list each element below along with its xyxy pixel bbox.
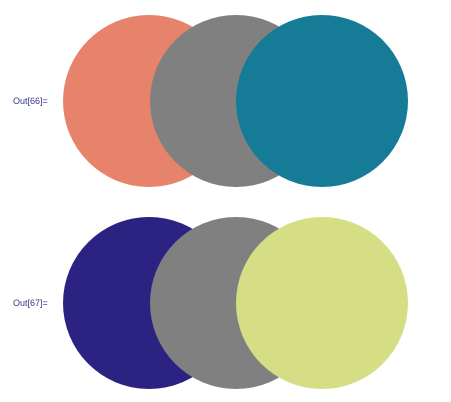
- circle-graphic: [63, 15, 408, 187]
- circle-3: [236, 217, 408, 389]
- output-label: Out[67]=: [13, 298, 48, 308]
- output-cell-66: Out[66]=: [0, 10, 451, 200]
- circle-3: [236, 15, 408, 187]
- output-cell-67: Out[67]=: [0, 212, 451, 402]
- circle-graphic: [63, 217, 408, 389]
- output-label: Out[66]=: [13, 96, 48, 106]
